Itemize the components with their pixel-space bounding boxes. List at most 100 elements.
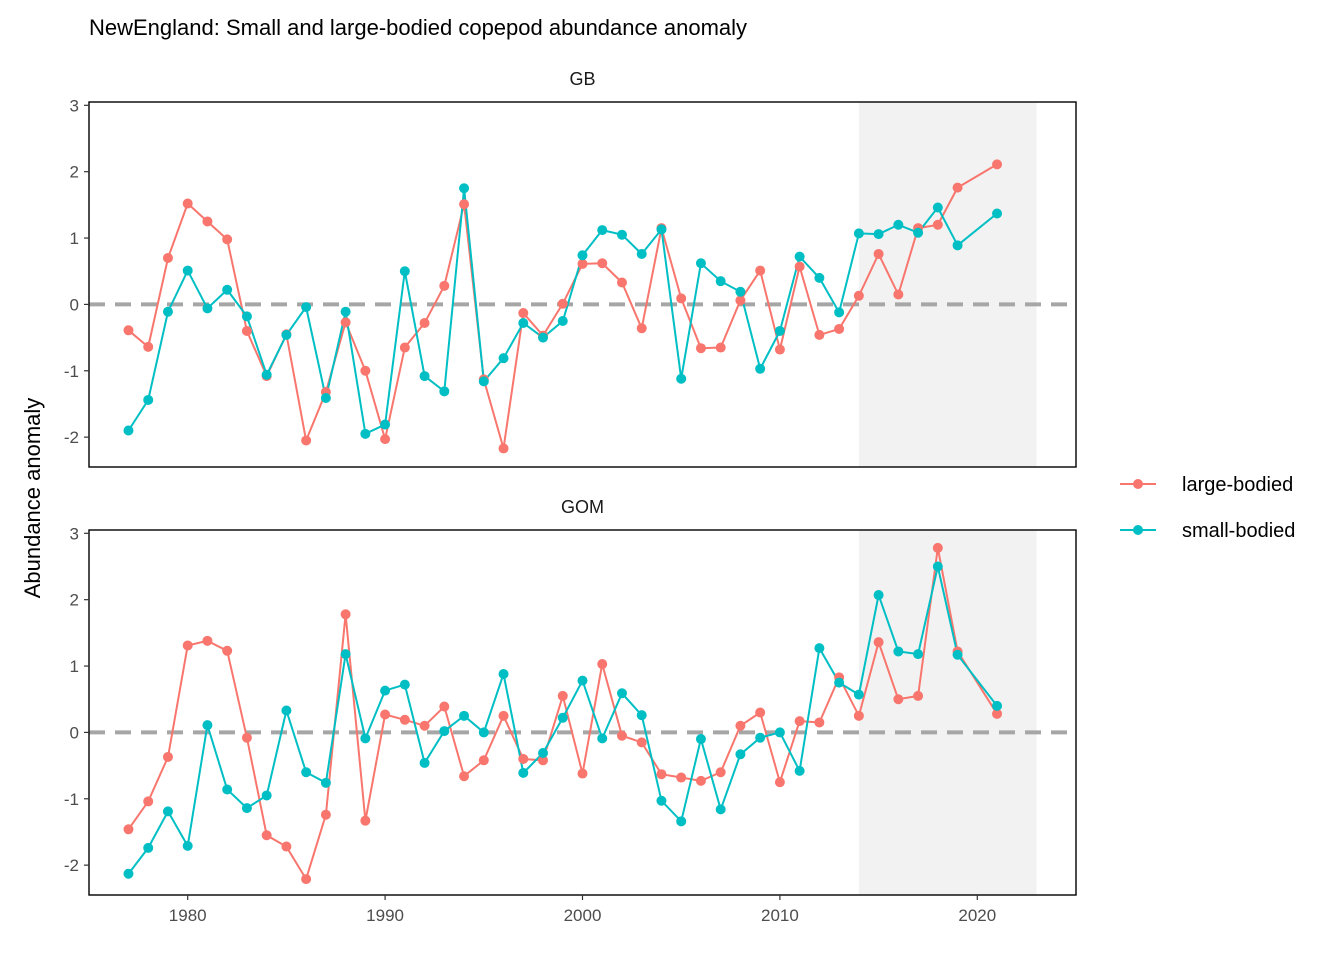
data-point-large-bodied bbox=[143, 796, 154, 807]
data-point-large-bodied bbox=[577, 768, 588, 779]
legend-entry-large-bodied: large-bodied bbox=[1120, 474, 1293, 496]
data-point-large-bodied bbox=[616, 277, 627, 288]
data-point-large-bodied bbox=[162, 751, 173, 762]
data-point-small-bodied bbox=[774, 325, 785, 336]
y-tick-label: 0 bbox=[70, 295, 79, 314]
data-point-large-bodied bbox=[774, 344, 785, 355]
data-point-small-bodied bbox=[261, 369, 272, 380]
data-point-large-bodied bbox=[182, 640, 193, 651]
data-point-large-bodied bbox=[774, 777, 785, 788]
data-point-small-bodied bbox=[222, 784, 233, 795]
legend-entry-small-bodied: small-bodied bbox=[1120, 520, 1295, 542]
data-point-large-bodied bbox=[459, 771, 470, 782]
data-point-small-bodied bbox=[695, 734, 706, 745]
data-point-small-bodied bbox=[241, 803, 252, 814]
data-point-small-bodied bbox=[261, 790, 272, 801]
data-point-large-bodied bbox=[656, 769, 667, 780]
data-point-large-bodied bbox=[419, 720, 430, 731]
data-point-large-bodied bbox=[853, 710, 864, 721]
data-point-small-bodied bbox=[992, 208, 1003, 219]
data-point-small-bodied bbox=[399, 266, 410, 277]
data-point-large-bodied bbox=[301, 874, 312, 885]
data-point-large-bodied bbox=[123, 824, 134, 835]
data-point-large-bodied bbox=[616, 730, 627, 741]
data-point-small-bodied bbox=[538, 332, 549, 343]
data-point-small-bodied bbox=[834, 307, 845, 318]
data-point-large-bodied bbox=[182, 198, 193, 209]
data-point-large-bodied bbox=[893, 694, 904, 705]
data-point-small-bodied bbox=[498, 353, 509, 364]
data-point-small-bodied bbox=[498, 669, 509, 680]
data-point-small-bodied bbox=[932, 202, 943, 213]
data-point-small-bodied bbox=[557, 712, 568, 723]
data-point-small-bodied bbox=[735, 749, 746, 760]
data-point-small-bodied bbox=[123, 868, 134, 879]
y-tick-label: 1 bbox=[70, 229, 79, 248]
x-tick-label: 2000 bbox=[564, 906, 602, 925]
y-tick-label: -2 bbox=[64, 428, 79, 447]
data-point-small-bodied bbox=[676, 373, 687, 384]
panel-border bbox=[88, 101, 1077, 468]
data-point-small-bodied bbox=[459, 710, 470, 721]
data-point-small-bodied bbox=[439, 386, 450, 397]
data-point-small-bodied bbox=[182, 265, 193, 276]
data-point-large-bodied bbox=[597, 258, 608, 269]
data-point-small-bodied bbox=[735, 286, 746, 297]
data-point-small-bodied bbox=[518, 767, 529, 778]
data-point-small-bodied bbox=[656, 224, 667, 235]
data-point-small-bodied bbox=[794, 765, 805, 776]
data-point-small-bodied bbox=[281, 705, 292, 716]
data-point-large-bodied bbox=[715, 342, 726, 353]
shaded-region bbox=[858, 102, 1037, 467]
data-point-large-bodied bbox=[360, 365, 371, 376]
data-point-small-bodied bbox=[419, 371, 430, 382]
data-point-small-bodied bbox=[853, 689, 864, 700]
data-point-small-bodied bbox=[992, 700, 1003, 711]
data-point-small-bodied bbox=[577, 675, 588, 686]
y-tick-label: 2 bbox=[70, 591, 79, 610]
data-point-small-bodied bbox=[794, 251, 805, 262]
data-point-small-bodied bbox=[597, 225, 608, 236]
data-point-large-bodied bbox=[794, 716, 805, 727]
data-point-large-bodied bbox=[636, 737, 647, 748]
data-point-large-bodied bbox=[399, 714, 410, 725]
data-point-small-bodied bbox=[162, 306, 173, 317]
data-point-large-bodied bbox=[695, 775, 706, 786]
data-point-large-bodied bbox=[873, 637, 884, 648]
data-point-large-bodied bbox=[794, 261, 805, 272]
panel-gb: GB -2 -1 0 1 2 3 bbox=[64, 69, 1077, 468]
y-axis-label: Abundance anomaly bbox=[20, 398, 45, 599]
data-point-large-bodied bbox=[202, 635, 213, 646]
data-point-large-bodied bbox=[162, 252, 173, 263]
data-point-small-bodied bbox=[715, 276, 726, 287]
data-point-small-bodied bbox=[616, 688, 627, 699]
data-point-small-bodied bbox=[932, 561, 943, 572]
data-point-large-bodied bbox=[518, 308, 529, 319]
data-point-small-bodied bbox=[597, 733, 608, 744]
data-point-large-bodied bbox=[222, 234, 233, 245]
y-tick-label: 3 bbox=[70, 524, 79, 543]
data-point-large-bodied bbox=[676, 772, 687, 783]
data-point-small-bodied bbox=[340, 306, 351, 317]
data-point-small-bodied bbox=[952, 649, 963, 660]
data-point-small-bodied bbox=[893, 646, 904, 657]
data-point-small-bodied bbox=[577, 250, 588, 261]
data-point-large-bodied bbox=[419, 317, 430, 328]
data-point-small-bodied bbox=[320, 777, 331, 788]
data-point-small-bodied bbox=[202, 303, 213, 314]
data-point-small-bodied bbox=[419, 757, 430, 768]
data-point-large-bodied bbox=[992, 708, 1003, 719]
data-point-small-bodied bbox=[222, 284, 233, 295]
data-point-large-bodied bbox=[123, 325, 134, 336]
data-point-small-bodied bbox=[143, 394, 154, 405]
data-point-small-bodied bbox=[913, 227, 924, 238]
x-tick-label: 2010 bbox=[761, 906, 799, 925]
data-point-small-bodied bbox=[281, 329, 292, 340]
data-point-small-bodied bbox=[656, 795, 667, 806]
y-tick-label: 0 bbox=[70, 723, 79, 742]
x-tick-label: 1990 bbox=[366, 906, 404, 925]
data-point-large-bodied bbox=[459, 199, 470, 210]
data-point-small-bodied bbox=[202, 720, 213, 731]
legend-key-point bbox=[1133, 525, 1143, 535]
